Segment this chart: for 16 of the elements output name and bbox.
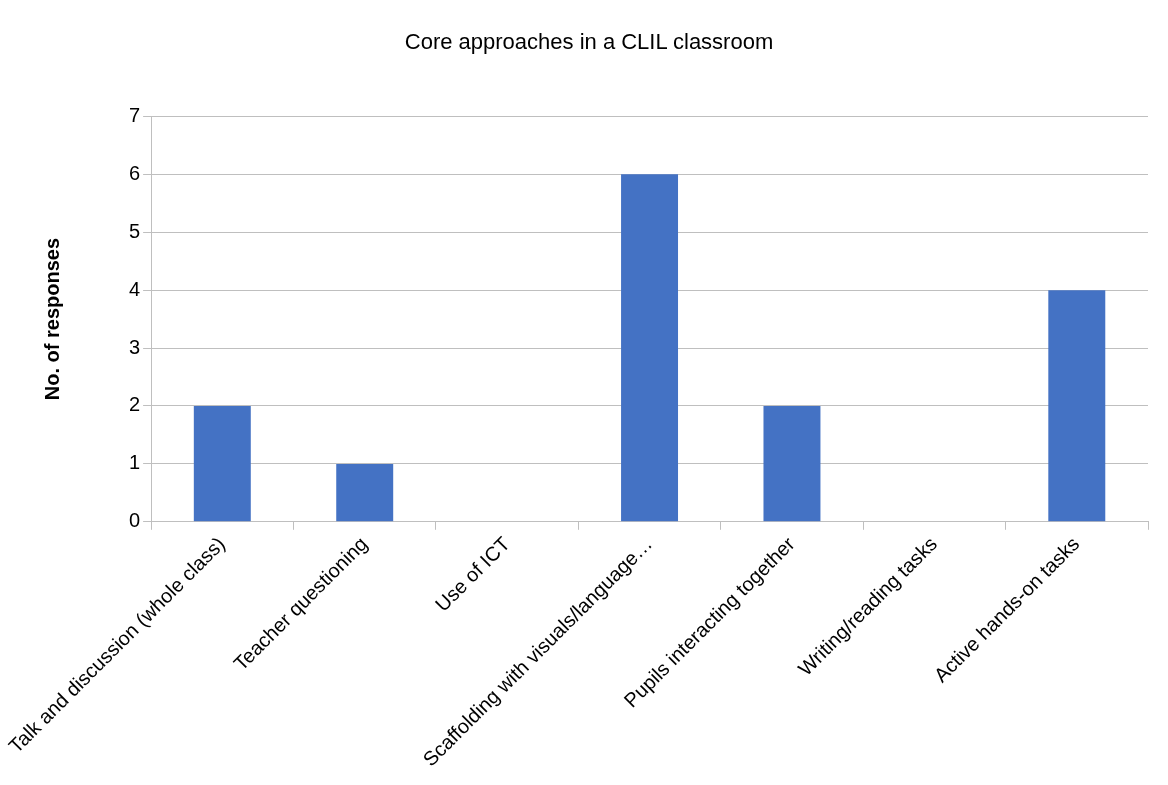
y-tick-label: 5 xyxy=(128,219,141,242)
y-tick-label: 6 xyxy=(128,161,141,184)
y-tick-label: 7 xyxy=(128,103,141,126)
bar xyxy=(1048,290,1106,522)
bar xyxy=(336,463,394,522)
y-tick-label: 4 xyxy=(128,277,141,300)
bar xyxy=(763,405,821,522)
y-tick-label: 3 xyxy=(128,335,141,358)
y-tick-label: 1 xyxy=(128,451,141,474)
chart-title: Core approaches in a CLIL classroom xyxy=(404,29,774,55)
x-tick-label: Use of ICT xyxy=(430,532,514,616)
y-tick-label: 2 xyxy=(128,393,141,416)
y-axis-title: No. of responses xyxy=(41,237,64,401)
y-tick-label: 0 xyxy=(128,509,141,532)
bar xyxy=(621,174,679,522)
bar xyxy=(193,405,251,522)
